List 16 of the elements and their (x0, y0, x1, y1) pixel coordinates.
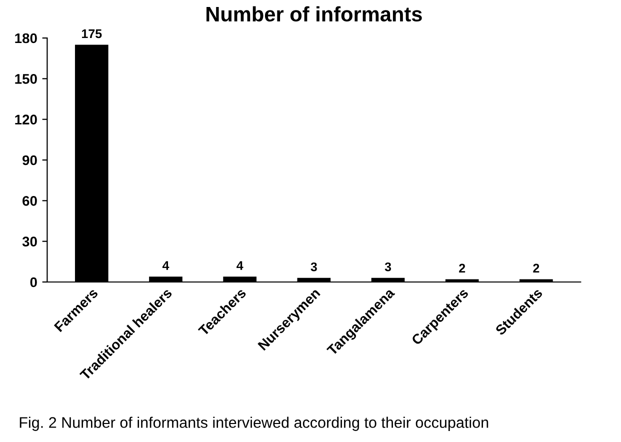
chart-title: Number of informants (206, 6, 422, 22)
y-tick-label: 60 (22, 196, 37, 206)
data-label: 175 (82, 29, 102, 38)
data-label: 3 (384, 262, 392, 272)
data-label: 4 (162, 261, 170, 270)
y-tick-label: 120 (15, 114, 37, 125)
y-tick-label: 90 (22, 155, 37, 166)
y-tick-label: 0 (30, 277, 37, 288)
y-tick-label: 30 (22, 236, 37, 247)
data-label: 4 (236, 261, 244, 270)
y-tick-label: 150 (15, 74, 37, 84)
caption: Fig. 2 Number of informants interviewed according to their occupation (20, 416, 488, 431)
y-tick-label: 180 (15, 33, 37, 44)
data-label: 2 (459, 264, 466, 273)
data-label: 3 (310, 262, 317, 272)
data-label: 2 (533, 264, 540, 273)
